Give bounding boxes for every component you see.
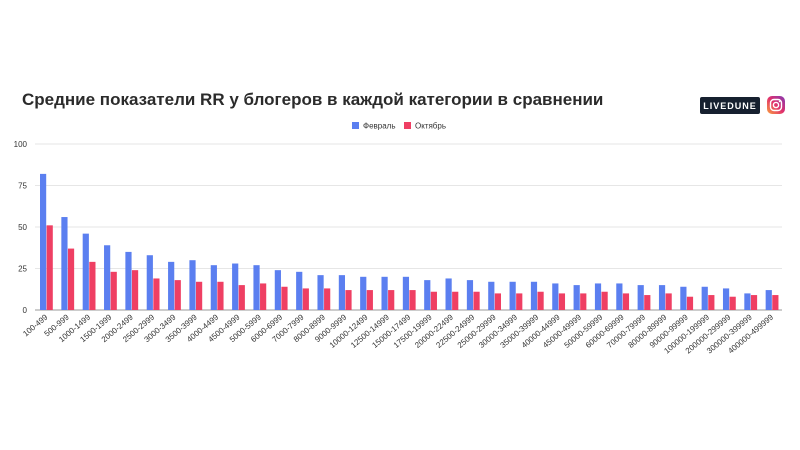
bar-series1 <box>594 283 602 310</box>
bar-series1 <box>146 255 153 310</box>
bar-series2 <box>388 290 395 310</box>
bar-series2 <box>537 291 544 310</box>
bar-series1 <box>317 275 324 310</box>
bar-series1 <box>104 245 111 310</box>
bar-series2 <box>46 225 53 310</box>
bar-series2 <box>196 281 203 310</box>
bar-series1 <box>61 217 68 310</box>
bar-series2 <box>452 291 459 310</box>
bar-series1 <box>402 276 410 310</box>
bar-series2 <box>366 290 373 310</box>
bar-series1 <box>658 285 666 310</box>
bar-series1 <box>680 286 687 310</box>
bar-series2 <box>580 293 587 310</box>
bar-series1 <box>445 278 452 310</box>
bar-series2 <box>345 290 352 310</box>
brand-badge: LIVEDUNE <box>700 97 760 114</box>
instagram-icon <box>767 96 785 114</box>
bar-series1 <box>466 280 474 310</box>
bar-series2 <box>473 291 480 310</box>
bar-series1 <box>552 283 559 310</box>
bar-series1 <box>722 288 730 310</box>
y-tick-label: 100 <box>14 140 28 149</box>
bar-series2 <box>750 295 758 310</box>
legend-label: Октябрь <box>415 122 446 131</box>
bar-series2 <box>409 290 416 310</box>
bar-series1 <box>509 281 516 310</box>
bar-series2 <box>708 295 715 310</box>
bar-series1 <box>573 285 580 310</box>
y-tick-label: 75 <box>18 182 27 191</box>
bar-series1 <box>168 261 175 310</box>
bar-series1 <box>616 283 623 310</box>
bar-series2 <box>686 296 694 310</box>
bar-series1 <box>125 251 132 310</box>
bar-series2 <box>494 293 501 310</box>
bar-series1 <box>189 260 196 310</box>
bar-series2 <box>110 271 117 310</box>
bar-series2 <box>217 281 224 310</box>
y-tick-label: 25 <box>18 265 27 274</box>
bar-series2 <box>131 270 139 310</box>
bar-series2 <box>622 293 630 310</box>
bar-series2 <box>772 295 779 310</box>
bar-series2 <box>260 283 267 310</box>
bar-series1 <box>296 271 303 310</box>
bar-series2 <box>67 248 75 310</box>
y-tick-label: 0 <box>23 306 28 315</box>
bar-series1 <box>744 293 751 310</box>
bar-series2 <box>665 293 672 310</box>
bar-series1 <box>210 265 217 310</box>
bar-series1 <box>530 281 538 310</box>
bar-series1 <box>253 265 260 310</box>
bar-series2 <box>430 291 437 310</box>
legend-label: Февраль <box>363 122 396 131</box>
bar-series1 <box>701 286 708 310</box>
bar-series2 <box>516 293 523 310</box>
bar-series2 <box>281 286 288 310</box>
bar-series2 <box>644 295 651 310</box>
legend-swatch <box>352 122 359 129</box>
bar-series2 <box>153 278 160 310</box>
bar-series1 <box>274 270 281 310</box>
bar-series2 <box>302 288 309 310</box>
bar-series1 <box>40 173 47 310</box>
chart-title: Средние показатели RR у блогеров в каждо… <box>22 90 604 109</box>
bar-series2 <box>238 285 245 310</box>
bar-series1 <box>488 281 495 310</box>
bar-series2 <box>174 280 181 310</box>
bar-series2 <box>558 293 566 310</box>
bar-series1 <box>637 285 644 310</box>
bar-series1 <box>381 276 388 310</box>
bar-series1 <box>232 263 239 310</box>
bar-series2 <box>324 288 331 310</box>
y-tick-label: 50 <box>18 223 27 232</box>
bar-series1 <box>765 290 772 310</box>
bar-series1 <box>360 276 367 310</box>
legend-swatch <box>404 122 411 129</box>
bar-series2 <box>89 261 96 310</box>
bar-series2 <box>601 291 608 310</box>
bar-series2 <box>729 296 736 310</box>
bar-series1 <box>82 233 89 310</box>
bar-series1 <box>338 275 345 310</box>
bar-series1 <box>424 280 431 310</box>
